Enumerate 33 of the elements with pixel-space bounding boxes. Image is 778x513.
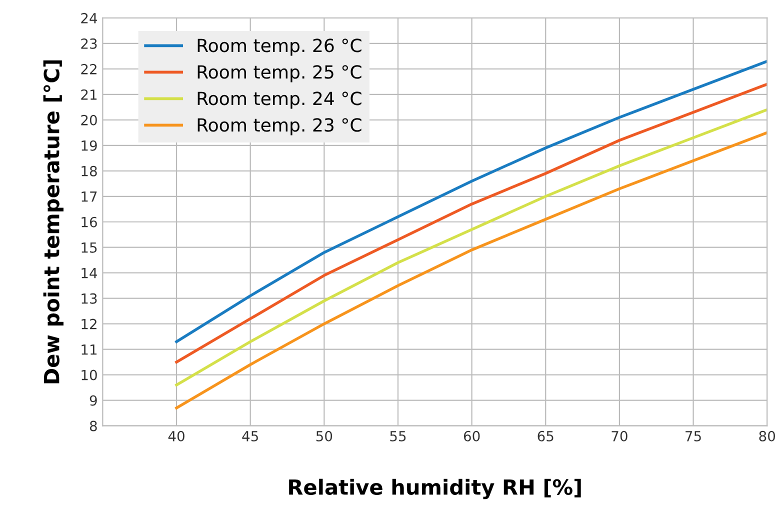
y-tick-label: 12 [82,318,96,330]
x-tick-label: 70 [612,430,628,442]
y-tick-label: 20 [81,114,97,126]
x-axis-title: Relative humidity RH [%] [289,478,581,500]
y-tick-label: 18 [82,166,97,176]
y-tick-label: 17 [82,192,97,202]
y-tick-label: 22 [81,64,96,74]
y-tick-label: 19 [82,140,97,151]
y-tick-label: 8 [90,420,97,432]
x-tick-label: 45 [242,431,258,442]
legend-label: Room temp. 23 °C [198,118,362,136]
line-series [175,108,768,386]
y-tick-label: 9 [90,395,97,406]
legend-label: Room temp. 26 °C [198,38,362,56]
y-tick-label: 11 [82,344,97,355]
y-tick-label: 21 [81,89,97,100]
y-tick-label: 16 [82,216,97,228]
y-tick-label: 10 [82,370,97,380]
x-tick-label: 60 [464,430,480,442]
x-tick-label: 55 [390,431,406,442]
y-tick-label: 15 [82,242,97,253]
x-tick-label: 65 [538,430,554,442]
y-tick-label: 14 [82,268,98,278]
y-tick-label: 24 [81,12,98,24]
x-tick-label: 80 [759,430,776,442]
x-tick-label: 50 [316,430,332,442]
x-tick-label: 40 [168,430,184,442]
x-tick-label: 75 [686,431,701,442]
y-tick-label: 23 [81,38,97,49]
legend-label: Room temp. 24 °C [198,92,362,109]
y-axis-title: Dew point temperature [°C] [43,60,64,384]
y-tick-label: 13 [82,293,97,304]
legend-label: Room temp. 25 °C [198,65,362,82]
